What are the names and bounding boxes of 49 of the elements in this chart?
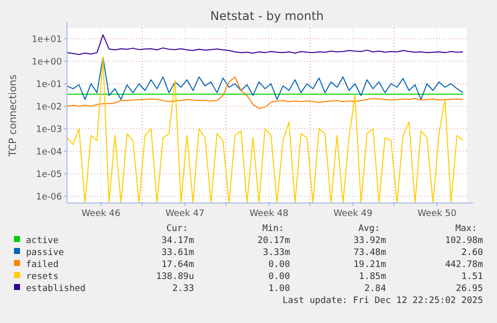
y-tick-label: 1e+00 (32, 58, 62, 68)
text: 73.48m (353, 248, 386, 258)
text: 1.85m (358, 272, 386, 282)
line-series (66, 56, 464, 100)
y-tick-label: 1e-04 (36, 148, 62, 158)
x-tick-label: Week 48 (250, 209, 289, 219)
text: 2.60 (461, 248, 483, 258)
legend-label: failed (26, 260, 59, 270)
text: 26.95 (456, 284, 483, 294)
x-tick-label: Week 50 (418, 209, 457, 219)
text: 1.51 (461, 272, 483, 282)
text: Last update: Fri Dec 12 22:25:02 2025 (282, 296, 483, 306)
legend-label: passive (26, 248, 64, 258)
text: 34.17m (161, 236, 194, 246)
text: 3.33m (262, 248, 290, 258)
text: 442.78m (445, 260, 483, 270)
text: 2.33 (172, 284, 194, 294)
text: 0.00 (268, 272, 290, 282)
line-series (66, 34, 464, 55)
legend-label: resets (26, 272, 59, 282)
text: Min: (262, 224, 284, 234)
text: 33.92m (353, 236, 386, 246)
y-tick-label: 1e-02 (36, 102, 62, 113)
text: 102.98m (445, 236, 483, 246)
y-axis-title: TCP connections (8, 74, 19, 158)
line-series (66, 76, 464, 109)
line-series (66, 56, 464, 204)
text: Max: (455, 224, 477, 234)
text: 19.21m (353, 260, 386, 270)
chart-title: Netstat - by month (210, 9, 324, 23)
x-tick-label: Week 47 (166, 209, 204, 219)
text: 2.84 (364, 284, 386, 294)
text: Cur: (166, 224, 188, 234)
y-tick-label: 1e-05 (36, 170, 62, 180)
text: 20.17m (257, 236, 290, 246)
x-tick-label: Week 46 (82, 209, 121, 219)
y-tick-label: 1e-01 (36, 80, 62, 90)
y-tick-label: 1e-06 (36, 192, 62, 203)
legend-label: established (26, 284, 86, 294)
y-tick-label: 1e+01 (32, 35, 62, 46)
text: Avg: (358, 224, 380, 234)
text: 17.64m (161, 260, 194, 270)
text: 33.61m (161, 248, 194, 258)
text: 1.00 (268, 284, 290, 294)
x-tick-label: Week 49 (334, 209, 373, 219)
legend-label: active (26, 236, 59, 246)
text: 138.89u (156, 272, 194, 282)
y-tick-label: 1e-03 (36, 125, 62, 136)
text: 0.00 (268, 260, 290, 270)
